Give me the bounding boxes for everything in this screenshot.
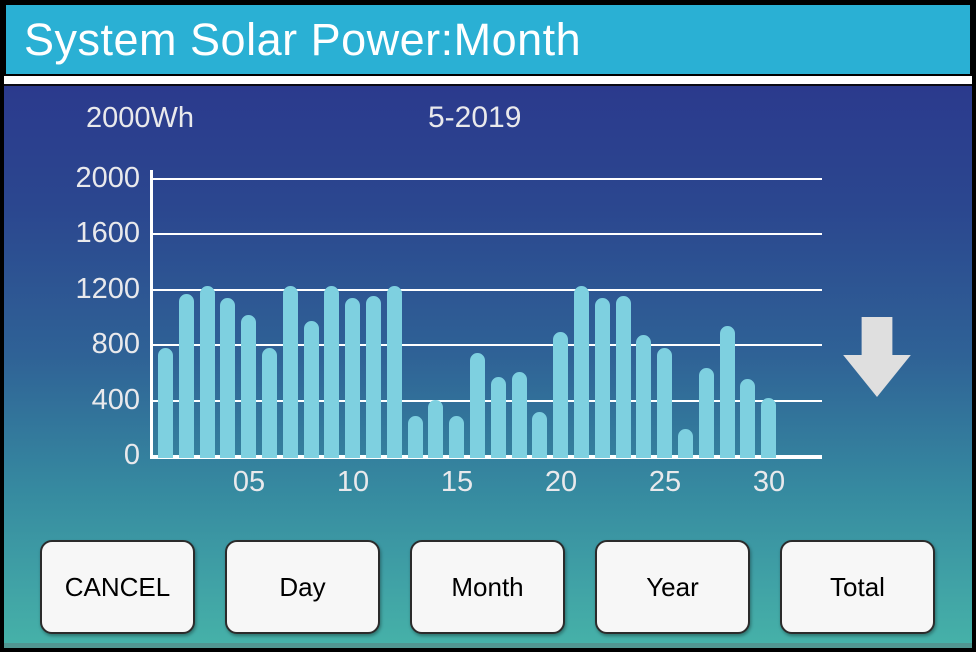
gridline-1200: [153, 289, 822, 291]
day-button[interactable]: Day: [225, 540, 380, 634]
bar-day-13: [408, 416, 423, 458]
x-tick-label-30: 30: [752, 466, 786, 498]
bar-day-9: [324, 286, 339, 458]
bar-day-16: [470, 353, 485, 458]
y-axis-line: [150, 170, 153, 459]
bar-day-14: [428, 400, 443, 458]
bar-day-23: [616, 296, 631, 458]
y-axis-unit-label: 2000Wh: [86, 102, 195, 134]
bar-day-1: [158, 348, 173, 458]
bar-day-17: [491, 377, 506, 458]
year-button[interactable]: Year: [595, 540, 750, 634]
gridline-800: [153, 344, 822, 346]
title-bar: System Solar Power:Month: [4, 3, 972, 76]
x-tick-label-25: 25: [648, 466, 682, 498]
bar-day-25: [657, 348, 672, 458]
bar-day-2: [179, 294, 194, 458]
bar-day-22: [595, 298, 610, 458]
y-tick-label-1600: 1600: [75, 217, 140, 249]
bar-day-4: [220, 298, 235, 458]
bar-day-5: [241, 315, 256, 458]
x-tick-label-10: 10: [336, 466, 370, 498]
total-button[interactable]: Total: [780, 540, 935, 634]
x-tick-label-05: 05: [232, 466, 266, 498]
bar-day-10: [345, 298, 360, 458]
bar-chart: 2000 1600 1200 800 400 0 05 10 15 20 25 30: [4, 86, 972, 648]
cancel-button[interactable]: CANCEL: [40, 540, 195, 634]
x-axis-line: [150, 455, 822, 459]
bar-day-29: [740, 379, 755, 458]
bar-day-26: [678, 429, 693, 458]
bar-day-20: [553, 332, 568, 458]
down-arrow-icon: [843, 317, 911, 397]
bar-day-11: [366, 296, 381, 458]
bottom-edge-strip: [4, 643, 972, 648]
bar-day-8: [304, 321, 319, 458]
period-label: 5-2019: [428, 101, 522, 134]
bar-day-21: [574, 286, 589, 458]
y-tick-label-800: 800: [91, 328, 140, 360]
bar-day-12: [387, 286, 402, 458]
month-button[interactable]: Month: [410, 540, 565, 634]
x-tick-label-20: 20: [544, 466, 578, 498]
page-title: System Solar Power:Month: [24, 14, 582, 65]
gridline-2000: [153, 178, 822, 180]
scroll-down-arrow[interactable]: [842, 317, 912, 397]
bar-day-6: [262, 348, 277, 458]
bar-day-19: [532, 412, 547, 458]
y-tick-label-2000: 2000: [75, 162, 140, 194]
gridline-1600: [153, 233, 822, 235]
bar-day-18: [512, 372, 527, 458]
gridline-400: [153, 400, 822, 402]
bar-day-3: [200, 286, 215, 458]
y-tick-label-1200: 1200: [75, 273, 140, 305]
bar-day-30: [761, 398, 776, 458]
y-tick-label-0: 0: [123, 439, 140, 471]
y-tick-label-400: 400: [91, 384, 140, 416]
chart-panel: 2000Wh 5-2019 2000 1600 1200 800 400 0 05 10 15 2…: [4, 84, 972, 648]
bar-day-28: [720, 326, 735, 458]
title-separator: [4, 76, 972, 84]
button-row: CANCEL Day Month Year Total: [40, 540, 936, 634]
bar-day-15: [449, 416, 464, 458]
bar-day-27: [699, 368, 714, 458]
bar-day-7: [283, 286, 298, 458]
x-tick-label-15: 15: [440, 466, 474, 498]
bar-day-24: [636, 335, 651, 458]
